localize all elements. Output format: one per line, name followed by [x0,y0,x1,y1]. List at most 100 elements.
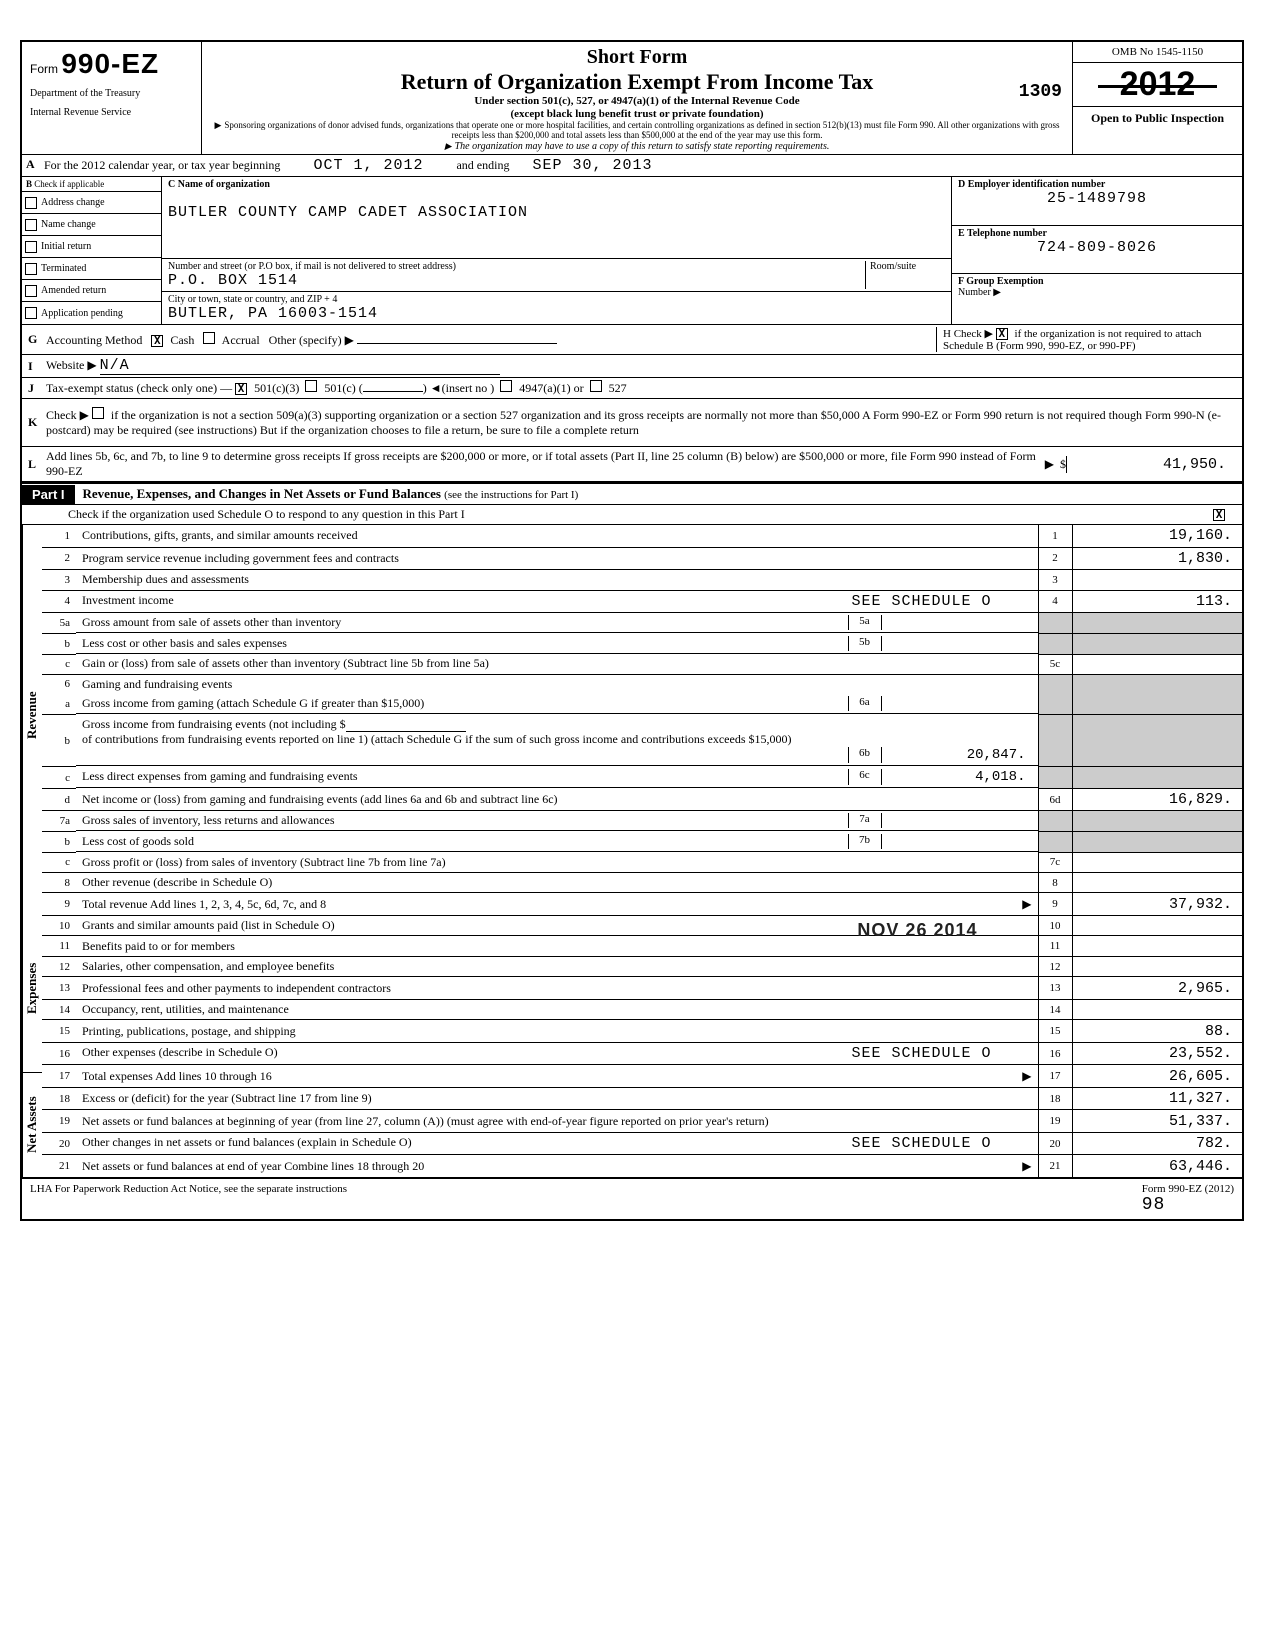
ln3-t: Membership dues and assessments [76,570,1038,590]
ln6a-n: a [42,694,76,714]
state-note: The organization may have to use a copy … [208,141,1066,152]
chk-527[interactable] [590,380,602,392]
stamp-received: NOV 26 2014 [857,920,977,941]
e-label: E Telephone number [958,228,1236,239]
chk-k[interactable] [92,407,104,419]
ln6a-t: Gross income from gaming (attach Schedul… [82,696,848,711]
b-header: Check if applicable [34,179,104,189]
ln15-t: Printing, publications, postage, and shi… [76,1020,1038,1043]
ln6b-t: Gross income from fundraising events (no… [82,717,346,732]
ln17-a: 26,605. [1072,1065,1242,1088]
ln6d-t: Net income or (loss) from gaming and fun… [76,788,1038,811]
ln6c-n: c [42,767,76,789]
ln6d-rn: 6d [1038,788,1072,811]
ln17-n: 17 [42,1065,76,1088]
ln7b-t: Less cost of goods sold [82,834,848,849]
part1-check-text: Check if the organization used Schedule … [68,507,1206,522]
dept-irs: Internal Revenue Service [30,107,193,118]
ln1-n: 1 [42,525,76,547]
chk-501c[interactable] [305,380,317,392]
ln13-rn: 13 [1038,977,1072,1000]
ln6-t: Gaming and fundraising events [76,674,1038,694]
part1-check: Check if the organization used Schedule … [22,505,1242,525]
ln19-t: Net assets or fund balances at beginning… [76,1110,1038,1133]
room-label: Room/suite [870,261,945,272]
chk-app[interactable] [25,307,37,319]
ln14-n: 14 [42,999,76,1019]
chk-name[interactable] [25,219,37,231]
chk-501c3[interactable] [235,383,247,395]
ln17-rn: 17 [1038,1065,1072,1088]
footer: LHA For Paperwork Reduction Act Notice, … [22,1178,1242,1219]
c-city-label: City or town, state or country, and ZIP … [168,294,945,305]
ln3-n: 3 [42,570,76,590]
vlabel-expenses: Expenses [22,905,42,1073]
chk-address[interactable] [25,197,37,209]
ln8-t: Other revenue (describe in Schedule O) [76,872,1038,892]
form-990ez: Form 990-EZ Department of the Treasury I… [20,40,1244,1221]
part1-tab: Part I [22,485,75,504]
org-street: P.O. BOX 1514 [168,272,865,289]
chk-h[interactable] [996,328,1008,340]
f-label: F Group Exemption [958,276,1236,287]
chk-initial[interactable] [25,241,37,253]
ln9-rn: 9 [1038,893,1072,916]
lbl-name: Name change [41,219,96,230]
lbl-501c: 501(c) ( [324,381,362,395]
lbl-527: 527 [609,381,627,395]
vlabel-revenue: Revenue [22,525,42,905]
ln16-a: 23,552. [1072,1042,1242,1065]
lbl-term: Terminated [41,263,86,274]
ln6c-ia: 4,018. [882,769,1032,785]
chk-amend[interactable] [25,285,37,297]
lbl-other: Other (specify) [269,333,342,347]
ln4-t: Investment income [82,593,174,607]
d-ein: 25-1489798 [958,190,1236,207]
ln10-rn: 10 [1038,915,1072,935]
lbl-app: Application pending [41,308,123,319]
ln7b-ia [882,834,1032,849]
ln6b-n: b [42,715,76,767]
ln4-a: 113. [1072,590,1242,613]
part1-header: Part I Revenue, Expenses, and Changes in… [22,482,1242,505]
period-begin: OCT 1, 2012 [313,157,423,174]
ln4-note: SEE SCHEDULE O [851,593,991,610]
ln16-n: 16 [42,1042,76,1065]
period-end: SEP 30, 2013 [532,157,652,174]
ln18-rn: 18 [1038,1087,1072,1110]
part1-title: Revenue, Expenses, and Changes in Net As… [83,486,441,501]
ln7a-n: 7a [42,811,76,832]
ln6d-n: d [42,788,76,811]
title-main: Return of Organization Exempt From Incom… [208,69,1066,95]
ln6-n: 6 [42,674,76,694]
org-city: BUTLER, PA 16003-1514 [168,305,945,322]
ln9-t: Total revenue Add lines 1, 2, 3, 4, 5c, … [82,897,326,911]
k-text: if the organization is not a section 509… [46,408,1221,437]
line-l: L Add lines 5b, 6c, and 7b, to line 9 to… [22,447,1242,482]
chk-cash[interactable] [151,335,163,347]
j-label: Tax-exempt status (check only one) — [46,381,232,395]
ln5c-t: Gain or (loss) from sale of assets other… [76,654,1038,674]
footer-lha: LHA For Paperwork Reduction Act Notice, … [30,1183,347,1215]
part1-grid: Revenue Expenses Net Assets 1Contributio… [22,525,1242,1178]
org-name: BUTLER COUNTY CAMP CADET ASSOCIATION [168,204,945,221]
ln14-a [1072,999,1242,1019]
ln7b-in: 7b [848,834,882,849]
ln12-t: Salaries, other compensation, and employ… [76,956,1038,976]
lbl-initial: Initial return [41,241,91,252]
line-g: G Accounting Method Cash Accrual Other (… [22,325,1242,355]
i-website: N/A [100,357,500,375]
ln5a-t: Gross amount from sale of assets other t… [82,615,848,630]
ln13-n: 13 [42,977,76,1000]
chk-scho[interactable] [1213,509,1225,521]
ln2-n: 2 [42,547,76,570]
chk-accrual[interactable] [203,332,215,344]
chk-4947[interactable] [500,380,512,392]
ln11-n: 11 [42,936,76,956]
h-text: H Check [943,328,982,340]
title-under: Under section 501(c), 527, or 4947(a)(1)… [208,95,1066,108]
col-c-org: C Name of organization BUTLER COUNTY CAM… [162,177,952,324]
chk-term[interactable] [25,263,37,275]
ln5b-in: 5b [848,636,882,651]
open-to-public: Open to Public Inspection [1073,107,1242,130]
